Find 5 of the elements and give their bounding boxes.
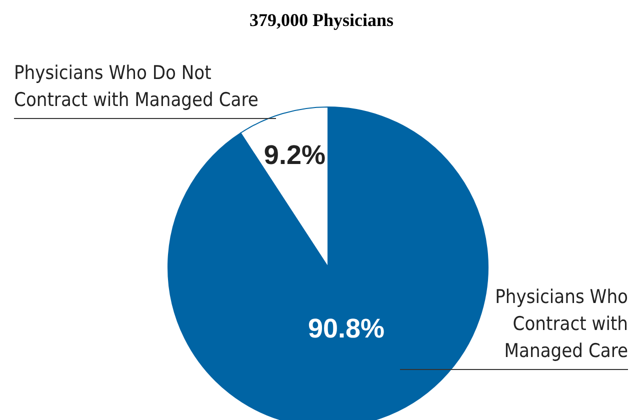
- data-label: 9.2%: [264, 140, 326, 170]
- data-label: 90.8%: [308, 313, 385, 344]
- slice-label: Physicians Who Contract with Managed Care: [400, 284, 628, 370]
- chart-title: 379,000 Physicians: [248, 10, 395, 31]
- slice-label: Physicians Who Do Not Contract with Managed Care: [14, 60, 276, 119]
